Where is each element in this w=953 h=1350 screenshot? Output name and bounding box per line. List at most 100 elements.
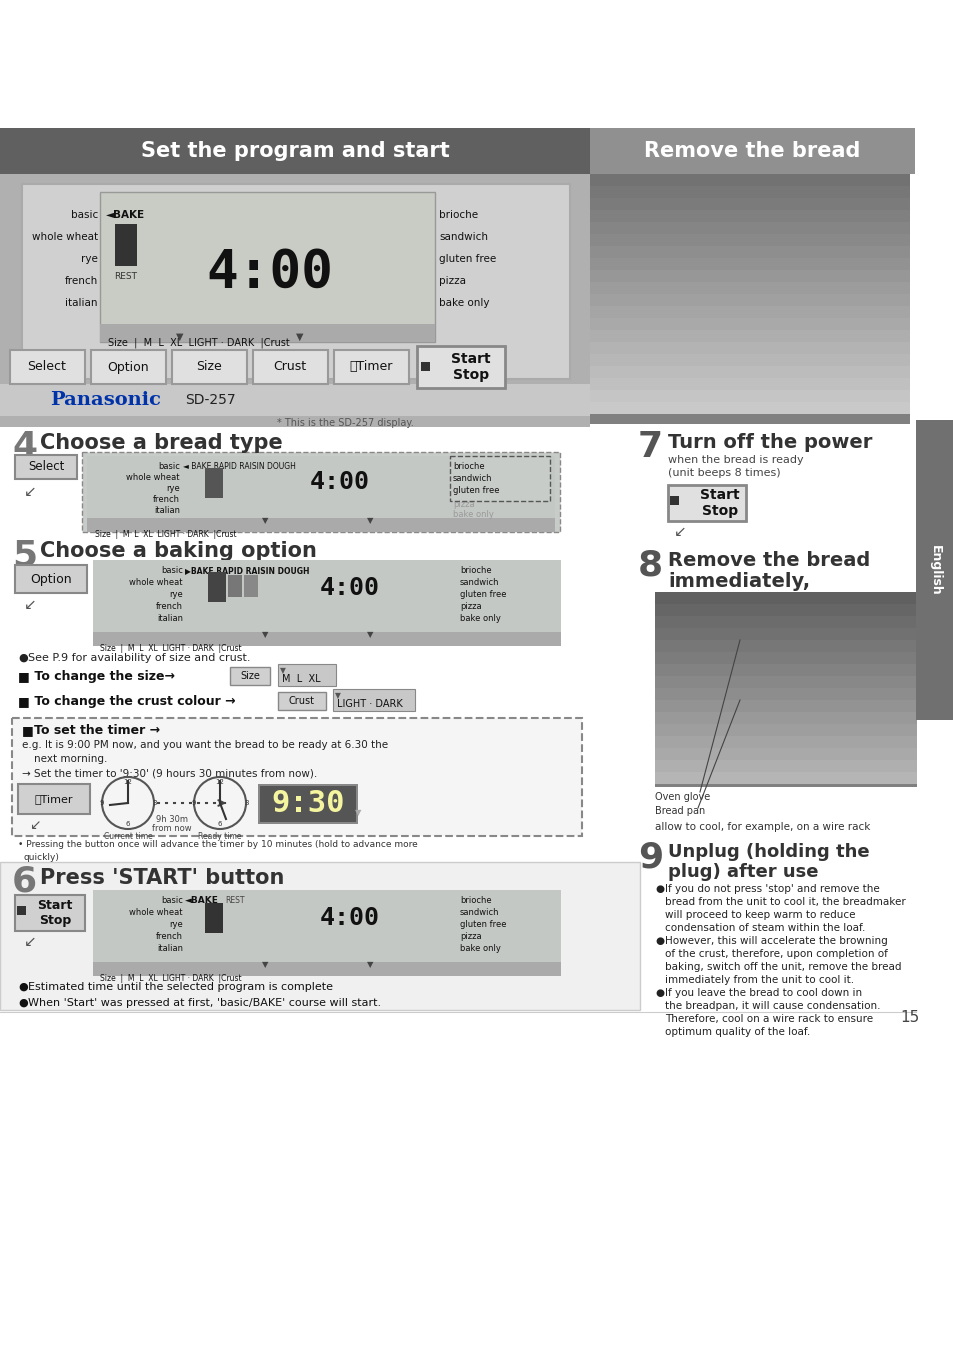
- Text: whole wheat: whole wheat: [130, 578, 183, 587]
- Bar: [655, 593, 916, 787]
- Bar: [589, 234, 909, 246]
- Text: Estimated time until the selected program is complete: Estimated time until the selected progra…: [28, 981, 333, 992]
- Bar: [589, 186, 909, 198]
- Text: REST: REST: [225, 896, 244, 905]
- Bar: [655, 711, 916, 724]
- Bar: [253, 350, 328, 383]
- Text: Select: Select: [28, 360, 67, 374]
- Text: 8: 8: [638, 548, 662, 582]
- Bar: [589, 174, 909, 186]
- Bar: [655, 688, 916, 701]
- Text: basic: basic: [161, 896, 183, 905]
- Bar: [589, 246, 909, 258]
- Bar: [0, 427, 639, 535]
- Text: pizza: pizza: [459, 602, 481, 612]
- Text: rye: rye: [169, 919, 183, 929]
- Text: ■: ■: [18, 695, 30, 707]
- Bar: [655, 724, 916, 736]
- Text: ●: ●: [655, 988, 663, 998]
- Text: ▼: ▼: [366, 630, 373, 639]
- Bar: [589, 354, 909, 366]
- Text: optimum quality of the loaf.: optimum quality of the loaf.: [664, 1027, 809, 1037]
- Text: plug) after use: plug) after use: [667, 863, 818, 882]
- Bar: [244, 575, 257, 597]
- Bar: [589, 294, 909, 306]
- Text: ▼: ▼: [176, 332, 184, 342]
- Bar: [92, 890, 560, 971]
- Text: 9: 9: [99, 801, 104, 806]
- Bar: [589, 378, 909, 390]
- Bar: [230, 667, 270, 684]
- Text: sandwich: sandwich: [438, 232, 488, 242]
- Text: gluten free: gluten free: [459, 919, 506, 929]
- Bar: [589, 128, 914, 174]
- Text: 6: 6: [217, 821, 222, 828]
- Text: ▼: ▼: [366, 960, 373, 969]
- Text: 4:00: 4:00: [319, 576, 379, 599]
- Text: will proceed to keep warm to reduce: will proceed to keep warm to reduce: [664, 910, 855, 919]
- Text: 4:00: 4:00: [310, 470, 370, 494]
- Text: To change the size→: To change the size→: [30, 670, 174, 683]
- Text: whole wheat: whole wheat: [31, 232, 98, 242]
- Text: 9:30: 9:30: [271, 790, 344, 818]
- Bar: [589, 258, 909, 270]
- Text: Option: Option: [30, 572, 71, 586]
- Bar: [915, 420, 953, 720]
- Bar: [589, 342, 909, 354]
- Text: ▼: ▼: [261, 960, 268, 969]
- Bar: [100, 192, 435, 342]
- Text: ▼: ▼: [355, 809, 361, 817]
- Text: 15: 15: [900, 1010, 919, 1025]
- Bar: [0, 383, 589, 416]
- Text: Size: Size: [196, 360, 222, 374]
- Text: 3: 3: [152, 801, 156, 806]
- Text: (unit beeps 8 times): (unit beeps 8 times): [667, 468, 780, 478]
- Text: → Set the timer to '9:30' (9 hours 30 minutes from now).: → Set the timer to '9:30' (9 hours 30 mi…: [22, 768, 317, 778]
- Text: ⏱Timer: ⏱Timer: [34, 794, 73, 805]
- Text: 6: 6: [126, 821, 131, 828]
- Text: Bread pan: Bread pan: [655, 806, 704, 815]
- Text: gluten free: gluten free: [453, 486, 499, 495]
- Text: See P.9 for availability of size and crust.: See P.9 for availability of size and cru…: [28, 653, 251, 663]
- Bar: [15, 455, 77, 479]
- Bar: [100, 324, 435, 342]
- Text: To change the crust colour →: To change the crust colour →: [30, 695, 235, 707]
- Text: ▶BAKE RAPID RAISIN DOUGH: ▶BAKE RAPID RAISIN DOUGH: [185, 566, 309, 575]
- Text: italian: italian: [153, 506, 180, 514]
- Bar: [208, 572, 226, 602]
- Text: Turn off the power: Turn off the power: [667, 433, 871, 452]
- Bar: [205, 903, 223, 933]
- Text: e.g. It is 9:00 PM now, and you want the bread to be ready at 6.30 the: e.g. It is 9:00 PM now, and you want the…: [22, 740, 388, 751]
- Text: immediately,: immediately,: [667, 572, 809, 591]
- Text: Start
Stop: Start Stop: [700, 487, 739, 518]
- Bar: [655, 748, 916, 760]
- Text: ↙: ↙: [673, 524, 685, 539]
- Text: To set the timer →: To set the timer →: [34, 724, 160, 737]
- Text: ↙: ↙: [24, 934, 36, 949]
- Bar: [667, 485, 745, 521]
- Bar: [0, 174, 589, 433]
- Text: pizza: pizza: [453, 500, 475, 509]
- Text: french: french: [156, 931, 183, 941]
- Text: brioche: brioche: [459, 896, 491, 905]
- Text: quickly): quickly): [24, 853, 60, 863]
- Text: french: french: [152, 495, 180, 504]
- Bar: [277, 693, 326, 710]
- Bar: [589, 319, 909, 329]
- Text: ▼: ▼: [261, 630, 268, 639]
- Text: ■: ■: [22, 724, 33, 737]
- Text: Remove the bread: Remove the bread: [643, 140, 860, 161]
- Text: ⏱Timer: ⏱Timer: [349, 360, 393, 374]
- Bar: [92, 560, 560, 640]
- Text: Remove the bread: Remove the bread: [667, 551, 869, 570]
- Text: rye: rye: [166, 485, 180, 493]
- Text: Current time: Current time: [104, 832, 152, 841]
- Text: If you leave the bread to cool down in: If you leave the bread to cool down in: [664, 988, 862, 998]
- Text: ↙: ↙: [30, 818, 41, 832]
- Text: ▼: ▼: [366, 516, 373, 525]
- Text: ↙: ↙: [24, 485, 36, 500]
- Text: gluten free: gluten free: [438, 254, 496, 265]
- Text: ●: ●: [18, 998, 28, 1008]
- Bar: [655, 640, 916, 652]
- Text: Therefore, cool on a wire rack to ensure: Therefore, cool on a wire rack to ensure: [664, 1014, 872, 1025]
